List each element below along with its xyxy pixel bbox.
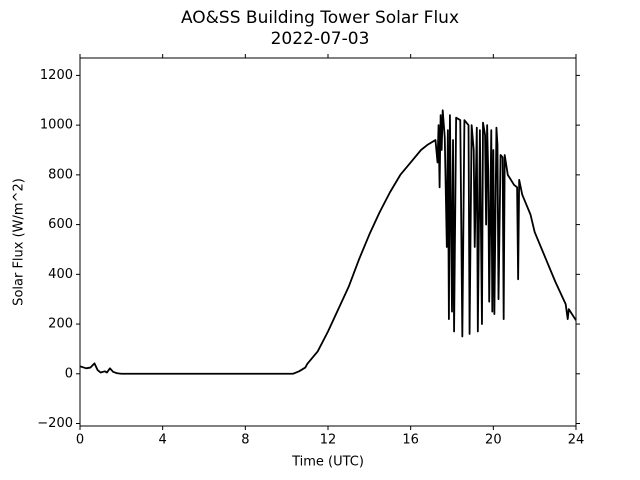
y-tick-label: 0	[65, 366, 73, 381]
axes-frame	[79, 57, 577, 427]
x-axis-label: Time (UTC)	[291, 455, 364, 470]
data-line	[79, 109, 577, 375]
x-tick-label: 20	[485, 433, 502, 448]
y-tick-label: 400	[48, 267, 73, 282]
y-tick-label: 200	[48, 317, 73, 332]
chart-subtitle: 2022-07-03	[271, 29, 370, 49]
y-tick-label: 600	[48, 217, 73, 232]
x-tick-label: 24	[568, 433, 585, 448]
x-tick-label: 12	[320, 433, 337, 448]
x-tick-label: 16	[402, 433, 419, 448]
y-tick-label: 1000	[40, 118, 73, 133]
y-axis-label: Solar Flux (W/m^2)	[12, 178, 27, 306]
x-tick-label: 0	[76, 433, 84, 448]
x-tick-label: 8	[241, 433, 249, 448]
y-tick-label: −200	[37, 416, 73, 431]
chart-title: AO&SS Building Tower Solar Flux	[181, 8, 459, 28]
x-tick-label: 4	[159, 433, 167, 448]
y-tick-label: 800	[48, 167, 73, 182]
y-tick-label: 1200	[40, 68, 73, 83]
